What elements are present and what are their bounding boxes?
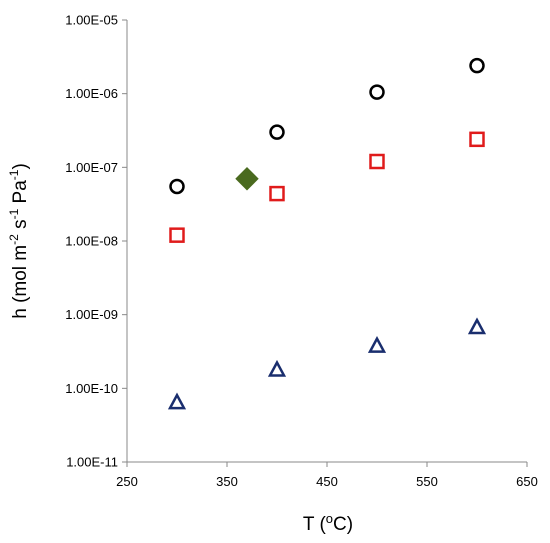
triangle-point (467, 317, 487, 335)
square-point (269, 185, 285, 202)
circle-point (269, 124, 285, 140)
y-tick-label: 1.00E-06 (65, 86, 118, 101)
y-tick-label: 1.00E-07 (65, 160, 118, 175)
circle-point (369, 84, 385, 100)
x-tick-label: 250 (116, 474, 138, 489)
y-axis-title: h (mol m-2 s-1 Pa-1) (7, 163, 31, 319)
diamond-point (235, 167, 259, 191)
x-tick-label: 450 (316, 474, 338, 489)
circle-point (169, 178, 185, 195)
x-tick-label: 550 (416, 474, 438, 489)
x-tick-label: 650 (516, 474, 538, 489)
y-tick-label: 1.00E-08 (65, 234, 118, 249)
x-axis-title: T (oC) (303, 511, 353, 535)
axes (126, 20, 527, 463)
x-tick-label: 350 (216, 474, 238, 489)
y-tick-label: 1.00E-11 (66, 455, 118, 470)
y-tick-label: 1.00E-10 (65, 381, 118, 396)
y-tick-label: 1.00E-09 (65, 307, 118, 322)
triangle-point (367, 335, 387, 353)
triangle-point (167, 392, 187, 410)
triangle-point (267, 359, 287, 377)
square-point (369, 153, 385, 170)
ticks: 1.00E-11 1.00E-10 1.00E-09 1.00E-08 1.00E-07… (65, 13, 538, 490)
data-points (167, 57, 487, 410)
y-tick-label: 1.00E-05 (65, 13, 118, 28)
square-point (169, 227, 185, 243)
circle-point (469, 57, 485, 74)
square-point (469, 131, 485, 148)
